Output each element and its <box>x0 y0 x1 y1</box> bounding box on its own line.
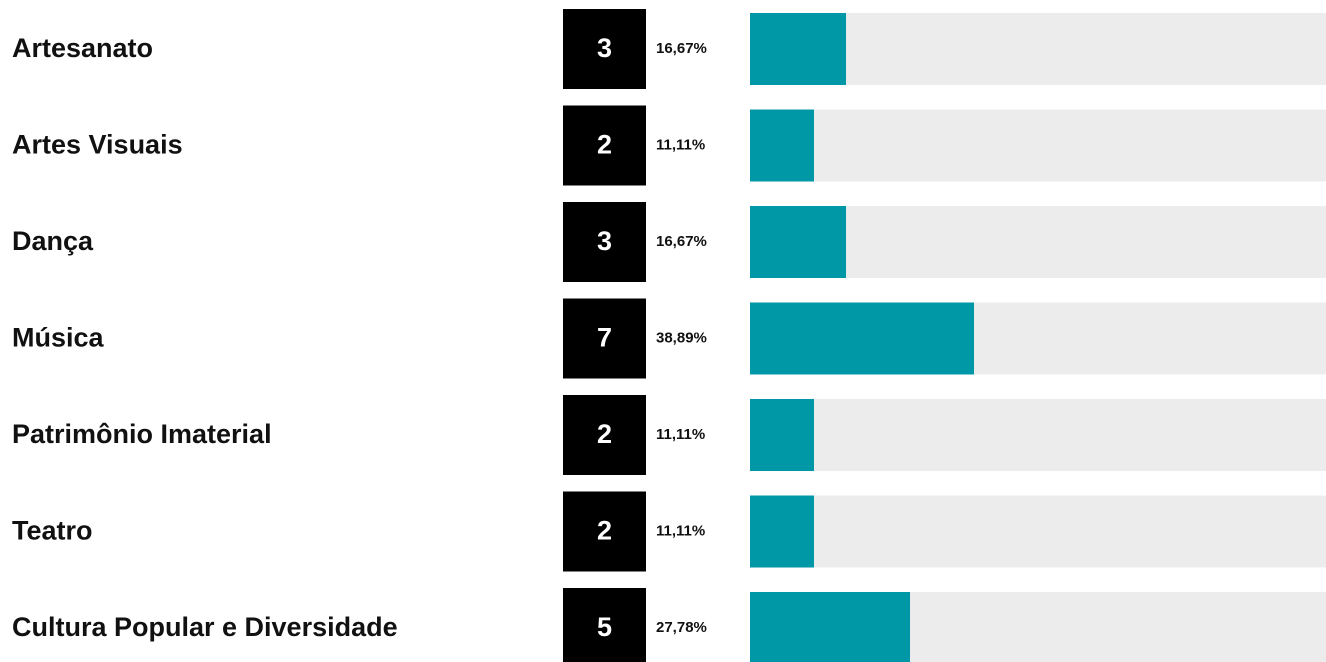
bar <box>750 206 847 278</box>
count-box <box>563 395 646 475</box>
percent-label: 16,67% <box>656 233 707 250</box>
count-box <box>563 491 646 572</box>
category-label: Dança <box>12 226 94 256</box>
bar <box>750 13 847 85</box>
bar-track <box>750 109 1326 182</box>
percent-label: 11,11% <box>656 522 705 539</box>
bar-track <box>750 399 1326 471</box>
count-label: 3 <box>597 33 612 63</box>
percent-label: 38,89% <box>656 329 707 346</box>
count-box <box>563 9 646 89</box>
bar <box>750 109 814 182</box>
bar <box>750 302 975 375</box>
count-label: 2 <box>597 419 612 449</box>
percent-label: 11,11% <box>656 426 705 443</box>
count-box <box>563 105 646 186</box>
bar <box>750 399 814 471</box>
percent-label: 11,11% <box>656 136 705 153</box>
count-label: 7 <box>597 323 612 353</box>
category-label: Cultura Popular e Diversidade <box>12 612 398 642</box>
count-label: 2 <box>597 516 612 546</box>
bar-track <box>750 495 1326 568</box>
category-label: Patrimônio Imaterial <box>12 419 272 449</box>
count-label: 5 <box>597 612 612 642</box>
category-label: Artes Visuais <box>12 130 183 160</box>
category-label: Teatro <box>12 516 93 546</box>
count-label: 3 <box>597 226 612 256</box>
count-box <box>563 588 646 662</box>
bar <box>750 592 911 662</box>
count-box <box>563 298 646 379</box>
percent-label: 16,67% <box>656 40 707 57</box>
category-label: Artesanato <box>12 33 153 63</box>
count-box <box>563 202 646 282</box>
count-label: 2 <box>597 130 612 160</box>
category-label: Música <box>12 323 105 353</box>
bar <box>750 495 814 568</box>
percent-label: 27,78% <box>656 619 707 636</box>
